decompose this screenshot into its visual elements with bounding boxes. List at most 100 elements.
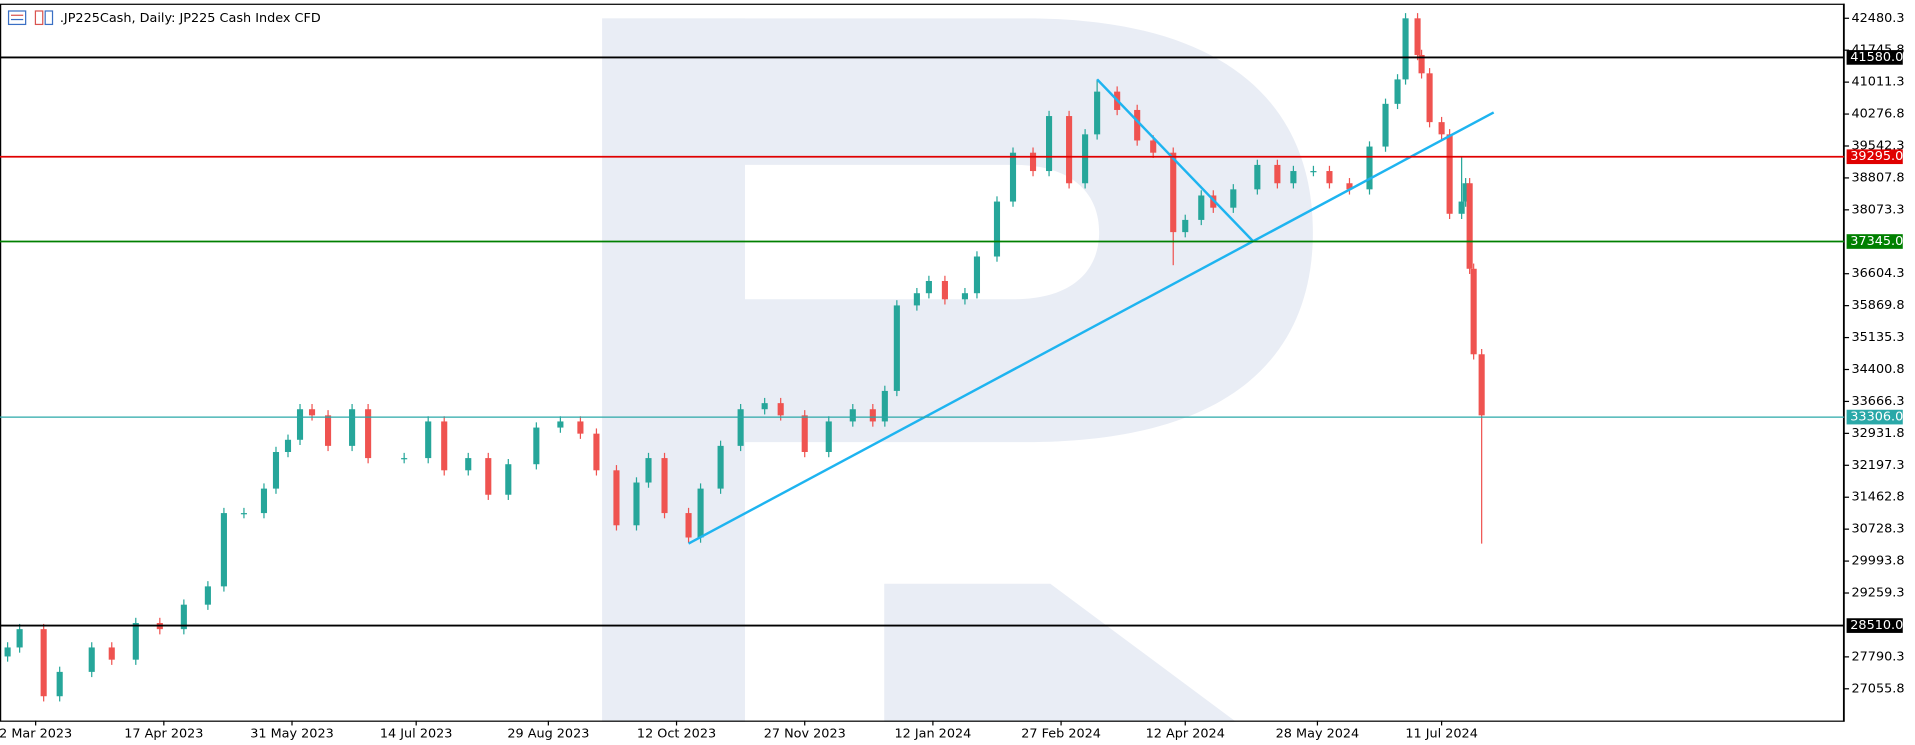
candle-body: [1009, 152, 1017, 202]
candle-body: [869, 409, 876, 422]
candle-body: [645, 458, 652, 483]
candle-body: [1402, 18, 1409, 80]
x-tick-label: 12 Oct 2023: [637, 727, 716, 742]
candle-body: [16, 629, 23, 648]
candle-body: [1310, 171, 1317, 173]
level-label: 39295.0: [1850, 149, 1903, 164]
candle-body: [1446, 134, 1453, 214]
level-label-box: [1846, 409, 1903, 425]
candle-body: [365, 409, 372, 459]
candle-body: [1198, 195, 1205, 220]
level-label: 37345.0: [1850, 234, 1903, 249]
candle-body: [1394, 79, 1401, 104]
y-tick-label: 35135.3: [1851, 330, 1904, 345]
y-tick-label: 35869.8: [1851, 298, 1904, 313]
candle-body: [132, 623, 139, 660]
y-tick-label: 34400.8: [1851, 362, 1904, 377]
candle-body: [485, 458, 492, 495]
candle-body: [1458, 201, 1465, 214]
candle-body: [465, 458, 472, 471]
level-label-box: [1846, 618, 1903, 633]
level-label: 41580.0: [1850, 50, 1903, 65]
candle-body: [204, 586, 211, 605]
candle-body: [1066, 116, 1073, 184]
x-tick-label: 31 May 2023: [250, 727, 334, 742]
chart-title: .JP225Cash, Daily: JP225 Cash Index CFD: [60, 11, 321, 26]
candle-body: [913, 293, 920, 306]
y-tick-label: 31462.8: [1851, 490, 1904, 505]
candle-body: [1426, 73, 1433, 123]
watermark: [602, 18, 1313, 722]
candle-body: [401, 458, 408, 460]
candle-body: [1326, 171, 1333, 184]
candle-body: [284, 439, 292, 453]
candle-body: [1478, 354, 1485, 416]
candle-body: [941, 280, 948, 300]
candle-body: [1418, 54, 1425, 74]
candle-body: [1382, 103, 1389, 147]
candle-body: [1230, 189, 1237, 208]
candle-body: [1366, 146, 1373, 190]
x-tick-label: 27 Nov 2023: [764, 727, 846, 742]
candle-body: [849, 409, 856, 422]
candle-body: [505, 464, 512, 495]
candle-body: [881, 390, 888, 422]
candle-body: [240, 513, 247, 515]
y-tick-label: 42480.3: [1851, 11, 1904, 26]
level-label: 28510.0: [1850, 618, 1903, 633]
y-tick-label: 33666.3: [1851, 394, 1904, 409]
candle-body: [533, 427, 540, 465]
level-label-box: [1846, 234, 1903, 249]
candle-body: [425, 421, 432, 459]
candle-body: [1134, 109, 1141, 141]
candle-body: [777, 403, 784, 416]
y-tick-label: 27055.8: [1851, 681, 1904, 696]
candle-body: [180, 604, 187, 630]
x-tick-label: 12 Apr 2024: [1146, 727, 1225, 742]
y-tick-label: 38073.3: [1851, 202, 1904, 217]
candle-body: [108, 647, 115, 660]
x-tick-label: 2 Mar 2023: [0, 727, 72, 742]
candle-body: [1254, 164, 1261, 190]
candle-body: [685, 513, 692, 538]
candle-body: [973, 256, 981, 294]
candle-body: [661, 458, 668, 514]
candle-body: [4, 647, 11, 657]
candle-body: [1346, 183, 1353, 190]
y-tick-label: 38807.8: [1851, 170, 1904, 185]
y-tick-label: 29259.3: [1851, 586, 1904, 601]
candle-body: [557, 421, 564, 428]
candle-body: [593, 433, 600, 471]
x-tick-label: 28 May 2024: [1276, 727, 1360, 742]
y-tick-label: 30728.3: [1851, 522, 1904, 537]
candle-body: [1274, 164, 1281, 184]
candle-body: [1170, 152, 1177, 233]
candle-body: [801, 415, 808, 453]
y-tick-label: 32197.3: [1851, 458, 1904, 473]
x-tick-label: 17 Apr 2023: [124, 727, 203, 742]
x-tick-label: 12 Jan 2024: [894, 727, 971, 742]
candle-body: [325, 415, 332, 446]
y-tick-label: 36604.3: [1851, 266, 1904, 281]
candle-body: [441, 421, 448, 471]
candle-body: [88, 647, 95, 672]
candle-body: [961, 293, 968, 300]
candle-body: [577, 421, 584, 434]
y-tick-label: 41011.3: [1851, 75, 1904, 90]
candle-body: [1150, 140, 1157, 153]
candle-body: [993, 201, 1001, 257]
candle-body: [1438, 122, 1445, 135]
candle-body: [633, 482, 640, 526]
candle-body: [40, 629, 47, 697]
candle-body: [613, 470, 620, 526]
candle-body: [825, 421, 832, 453]
candle-body: [349, 409, 356, 446]
y-tick-label: 40276.8: [1851, 107, 1904, 122]
x-tick-label: 29 Aug 2023: [507, 727, 589, 742]
candle-body: [1414, 18, 1421, 55]
level-label: 33306.0: [1850, 410, 1903, 425]
trendline: [687, 111, 1495, 545]
candle-body: [1462, 183, 1469, 202]
